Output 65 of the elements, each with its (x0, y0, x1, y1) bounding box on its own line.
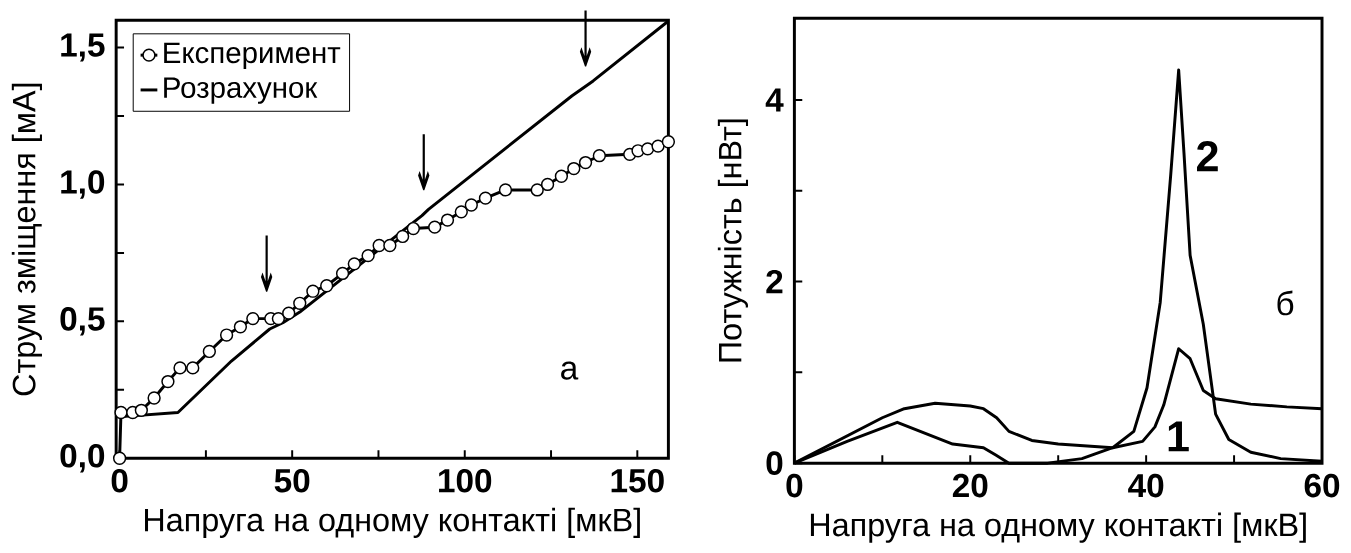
point (567, 161, 581, 176)
point (372, 238, 386, 253)
annotation: б (1277, 290, 1294, 316)
x-tick-label: 0 (111, 468, 128, 493)
annotation: 2 (1197, 140, 1218, 172)
point (651, 139, 665, 153)
point (293, 296, 307, 310)
point (147, 391, 161, 405)
y-axis-title: Потужність [нВт] (717, 119, 749, 362)
annotation: 1 (1168, 421, 1189, 452)
y-tick-label: 4 (765, 88, 784, 112)
point (173, 361, 187, 375)
point (578, 155, 593, 170)
y-tick-label: 0,0 (60, 443, 105, 473)
legend-label: Розрахунок (164, 77, 318, 104)
x-axis-title: Напруга на одному контакті [мкВ] (145, 507, 640, 538)
y-tick-label: 0,5 (60, 306, 105, 336)
y-tick-label: 1,0 (61, 170, 105, 199)
legend-label: Експеримент (164, 42, 341, 69)
y-tick-label: 2 (766, 269, 783, 294)
point (114, 405, 128, 420)
point (478, 191, 493, 205)
y-tick-label: 1,5 (61, 33, 105, 62)
point (406, 221, 420, 236)
point (282, 306, 296, 320)
x-tick-label: 50 (274, 468, 310, 493)
point (530, 183, 544, 197)
point (540, 177, 555, 191)
point (361, 248, 375, 263)
point (134, 403, 148, 417)
point (161, 374, 175, 389)
point (112, 451, 127, 465)
point (271, 311, 286, 326)
point (554, 169, 569, 183)
x-tick-label: 0 (786, 473, 803, 498)
point (246, 311, 260, 326)
point (320, 278, 334, 293)
y-tick-label: 0 (766, 451, 783, 475)
point (383, 238, 397, 253)
annotation: ↓ (579, 10, 592, 67)
point (464, 198, 478, 212)
x-tick-label: 20 (952, 473, 988, 498)
point (592, 148, 606, 163)
point (335, 266, 350, 280)
annotation: ↓ (260, 235, 273, 292)
point (202, 344, 216, 358)
point (219, 328, 234, 342)
annotation: ↓ (418, 134, 430, 191)
point (306, 284, 320, 298)
point (233, 320, 248, 334)
x-axis-title: Напруга на одному контакті [мкВ] (810, 512, 1306, 543)
annotation: а (561, 361, 579, 380)
point (395, 229, 410, 243)
x-tick-label: 60 (1304, 473, 1340, 498)
point (428, 220, 442, 234)
point (454, 205, 468, 219)
x-tick-label: 40 (1128, 473, 1164, 498)
point (347, 257, 361, 271)
x-tick-label: 100 (439, 468, 492, 493)
point (186, 361, 200, 375)
y-axis-title: Струм зміщення [мА] (11, 83, 42, 396)
point (440, 213, 455, 227)
point (498, 183, 513, 197)
x-tick-label: 150 (611, 468, 664, 493)
point (661, 134, 676, 149)
